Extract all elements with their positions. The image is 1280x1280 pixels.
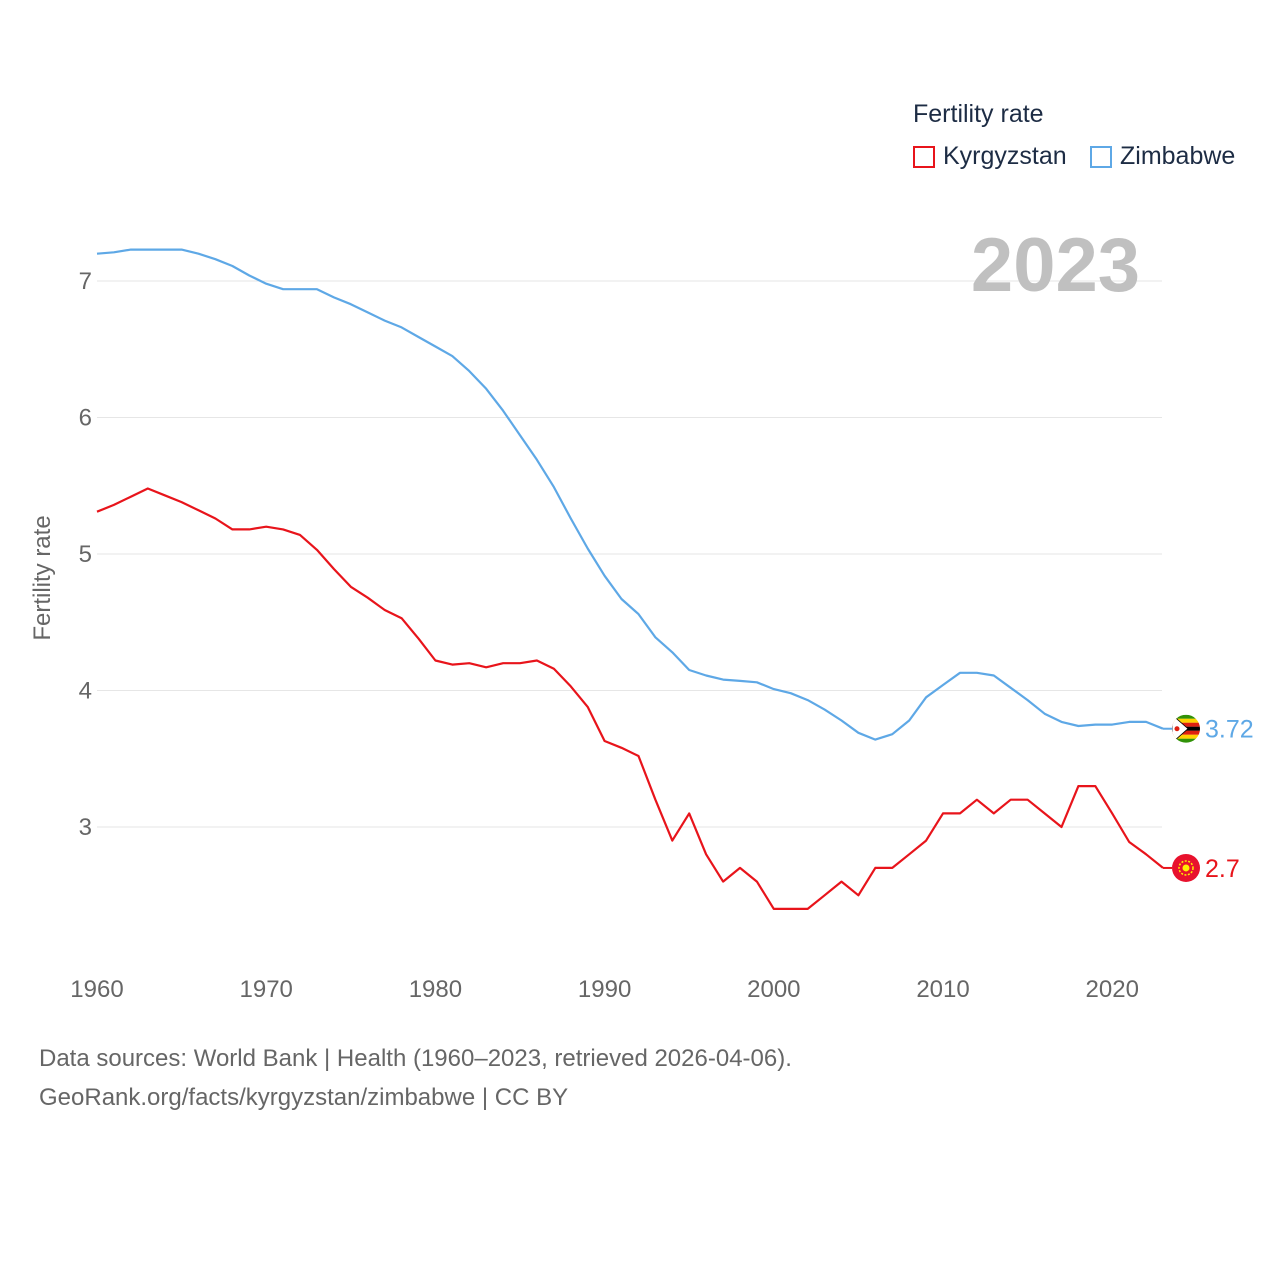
legend-label-zimbabwe: Zimbabwe bbox=[1120, 142, 1236, 170]
x-tick-label: 2010 bbox=[916, 976, 969, 1003]
x-tick-label: 1970 bbox=[240, 976, 293, 1003]
footer-source: Data sources: World Bank | Health (1960–… bbox=[39, 1045, 792, 1072]
y-axis-label: Fertility rate bbox=[29, 515, 56, 641]
x-axis-ticks: 1960 1970 1980 1990 2000 2010 2020 bbox=[70, 976, 1139, 1003]
kyrgyzstan-flag-icon bbox=[1172, 853, 1200, 882]
year-overlay: 2023 bbox=[970, 223, 1140, 308]
y-tick-label: 3 bbox=[79, 814, 92, 841]
y-axis-ticks: 3 4 5 6 7 bbox=[79, 268, 92, 841]
gridlines bbox=[97, 280, 1162, 828]
legend-item-zimbabwe[interactable]: Zimbabwe bbox=[1090, 142, 1235, 171]
x-tick-label: 1990 bbox=[578, 976, 631, 1003]
x-tick-label: 1980 bbox=[409, 976, 462, 1003]
legend-item-kyrgyzstan[interactable]: Kyrgyzstan bbox=[913, 142, 1067, 171]
x-tick-label: 2000 bbox=[747, 976, 800, 1003]
legend-label-kyrgyzstan: Kyrgyzstan bbox=[943, 142, 1067, 170]
y-tick-label: 5 bbox=[79, 541, 92, 568]
x-tick-label: 2020 bbox=[1086, 976, 1139, 1003]
legend-swatch-zimbabwe bbox=[1090, 145, 1112, 168]
end-value-label-zimbabwe: 3.72 bbox=[1205, 716, 1254, 744]
y-tick-label: 6 bbox=[79, 405, 92, 432]
series-line-zimbabwe bbox=[96, 248, 1164, 741]
y-tick-label: 7 bbox=[79, 268, 92, 295]
footer-url[interactable]: GeoRank.org/facts/kyrgyzstan/zimbabwe | … bbox=[39, 1084, 569, 1111]
end-value-label-kyrgyzstan: 2.7 bbox=[1205, 855, 1240, 883]
y-tick-label: 4 bbox=[79, 678, 92, 705]
zimbabwe-flag-icon bbox=[1172, 714, 1200, 743]
series-line-kyrgyzstan bbox=[96, 487, 1164, 911]
legend-title: Fertility rate bbox=[913, 100, 1044, 128]
end-markers: 2.7 3.72 bbox=[1163, 714, 1254, 883]
x-tick-label: 1960 bbox=[70, 976, 123, 1003]
legend-swatch-kyrgyzstan bbox=[913, 145, 935, 168]
series-lines bbox=[96, 248, 1164, 911]
